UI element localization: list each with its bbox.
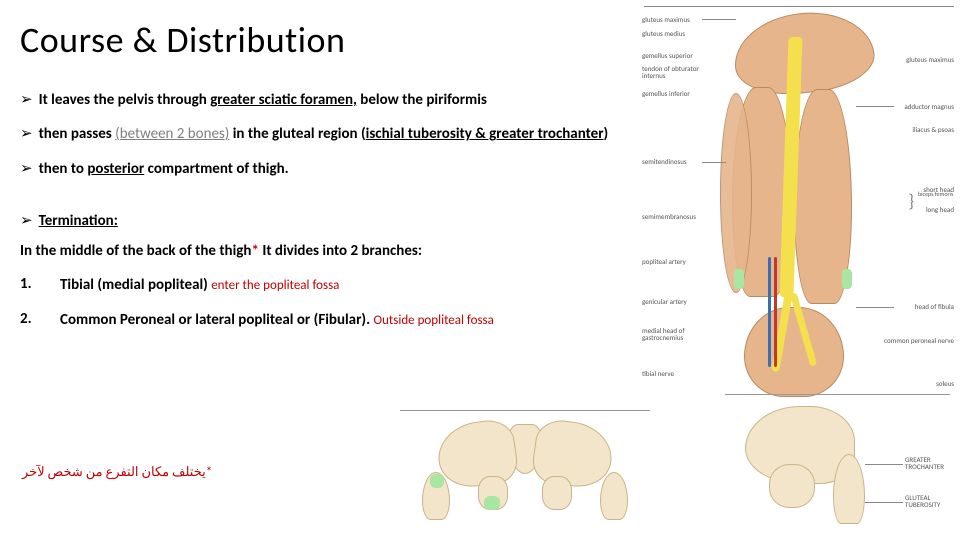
lbl: gluteus maximus	[642, 15, 690, 24]
num-2: 2.	[20, 310, 60, 328]
highlight-gr-trochanter	[430, 474, 444, 488]
bullet-3-text: then to posterior compartment of thigh.	[39, 159, 289, 179]
termination-desc: In the middle of the back of the thigh* …	[20, 241, 620, 261]
bullet-1-text: It leaves the pelvis through greater sci…	[39, 90, 487, 110]
branch-2-text: Common Peroneal or lateral popliteal or …	[60, 310, 494, 330]
bone-femur-lat	[833, 454, 865, 524]
leader	[856, 307, 894, 308]
muscle-gluteus	[730, 6, 878, 100]
bullet-2-text: then passes (between 2 bones) in the glu…	[39, 124, 609, 144]
muscle-semimemb	[720, 93, 752, 293]
lbl: head of fibula	[915, 302, 954, 311]
p1-post: It divides into 2 branches:	[259, 242, 422, 260]
bone-femur-r	[600, 472, 628, 520]
lbl: medial head of gastrocnemius	[642, 327, 727, 341]
b3-underline: posterior	[87, 160, 144, 178]
lbl: adductor magnus	[904, 102, 954, 111]
b1-post: below the piriformis	[357, 91, 487, 109]
lbl: semimembranosus	[642, 212, 696, 221]
figure-pelvis-anterior	[400, 410, 650, 530]
p1-pre: In the middle of the back of the thigh	[20, 242, 251, 260]
bullet-2: ➢ then passes (between 2 bones) in the g…	[20, 124, 620, 144]
lbl: popliteal artery	[642, 257, 686, 266]
artery-popliteal	[774, 257, 777, 367]
leader	[865, 464, 903, 465]
footnote-arabic: *يختلف مكان التفرع من شخص لآخر	[22, 465, 212, 480]
lbl: soleus	[936, 379, 954, 388]
bone-ilium-l	[434, 417, 520, 491]
lbl: gluteus maximus	[906, 55, 954, 64]
branch-2: 2. Common Peroneal or lateral popliteal …	[20, 310, 620, 330]
lbl: iliacus & psoas	[912, 125, 954, 134]
lbl: gemellus superior	[642, 51, 693, 60]
bone-ischium-lat	[769, 464, 815, 508]
arrow-icon: ➢	[20, 159, 33, 179]
figure-posterior-thigh: gluteus maximus gluteus medius gemellus …	[644, 6, 954, 406]
lbl: gemellus inferior	[642, 89, 690, 98]
termination-label: Termination:	[39, 211, 118, 231]
highlight-lat-condyle	[842, 269, 852, 289]
slide: { "title": "Course & Distribution", "bul…	[0, 0, 960, 540]
leader	[702, 19, 736, 20]
lbl: semitendinosus	[642, 157, 687, 166]
b1-underline: greater sciatic foramen,	[210, 91, 357, 109]
b2-mid: in the gluteal region (	[229, 125, 365, 143]
highlight-med-condyle	[734, 269, 744, 289]
lbl: common peroneal nerve	[884, 337, 954, 344]
lbl-gt: GREATER TROCHANTER	[905, 456, 949, 470]
n1-pre: Tibial (medial popliteal)	[60, 276, 211, 294]
lbl: genicular artery	[642, 297, 687, 306]
b3-post: compartment of thigh.	[144, 160, 288, 178]
bone-ischium-r	[542, 476, 572, 510]
lbl: biceps femoris	[918, 191, 958, 197]
b2-gray: (between 2 bones)	[115, 125, 229, 143]
vein-popliteal	[768, 257, 771, 367]
bullet-3: ➢ then to posterior compartment of thigh…	[20, 159, 620, 179]
lbl-gl: GLUTEAL TUBEROSITY	[905, 494, 949, 508]
b2-pre: then passes	[39, 125, 116, 143]
arrow-icon: ➢	[20, 124, 33, 144]
n2-red: Outside popliteal fossa	[373, 313, 493, 328]
termination-heading: ➢ Termination:	[20, 211, 620, 231]
highlight-ischial-tub	[484, 496, 500, 510]
brace-icon: }	[908, 190, 914, 212]
n2-pre: Common Peroneal or lateral popliteal or …	[60, 311, 373, 329]
n1-red: enter the popliteal fossa	[211, 278, 339, 293]
arrow-icon: ➢	[20, 211, 33, 231]
leader	[856, 106, 894, 107]
lbl: long head	[926, 205, 954, 214]
figure-pelvis-lateral: GREATER TROCHANTER GLUTEAL TUBEROSITY	[725, 394, 950, 534]
p1-star: *	[251, 242, 258, 260]
branch-1: 1. Tibial (medial popliteal) enter the p…	[20, 275, 620, 295]
leader	[865, 502, 903, 503]
leader	[702, 162, 726, 163]
bullet-1: ➢ It leaves the pelvis through greater s…	[20, 90, 620, 110]
branch-1-text: Tibial (medial popliteal) enter the popl…	[60, 275, 339, 295]
b2-underline: ischial tuberosity & greater trochanter	[366, 125, 604, 143]
b3-pre: then to	[39, 160, 88, 178]
lbl: tibial nerve	[642, 369, 674, 378]
num-1: 1.	[20, 275, 60, 293]
lbl: gluteus medius	[642, 29, 685, 38]
arrow-icon: ➢	[20, 90, 33, 110]
b2-post: )	[604, 125, 609, 143]
lbl: tendon of obturator internus	[642, 65, 722, 79]
content-block: ➢ It leaves the pelvis through greater s…	[20, 90, 620, 330]
b1-pre: It leaves the pelvis through	[39, 91, 211, 109]
muscle-gastroc	[744, 307, 844, 397]
